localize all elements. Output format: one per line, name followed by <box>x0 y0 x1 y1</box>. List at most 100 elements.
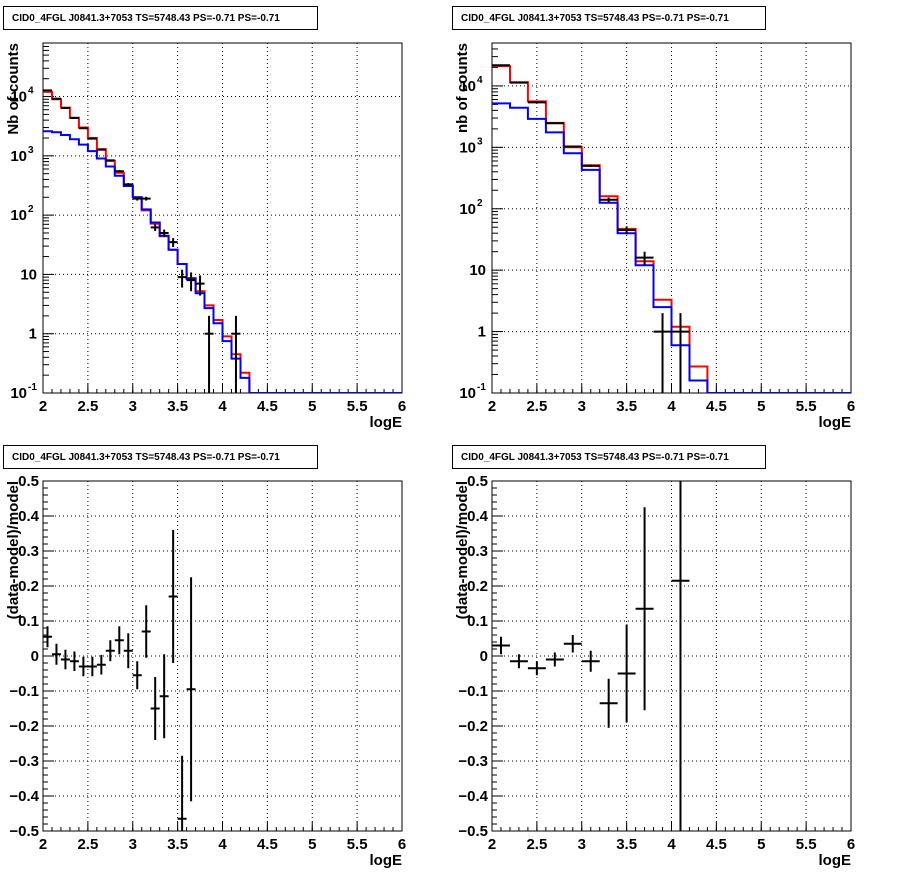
y-tick-label: 0 <box>480 648 488 665</box>
y-tick-label: 10 <box>459 385 476 402</box>
y-tick-label: 10 <box>459 201 476 218</box>
x-axis-label: logE <box>819 852 852 869</box>
x-tick-label: 4 <box>218 836 227 853</box>
y-tick-label: 10 <box>10 385 27 402</box>
x-tick-label: 6 <box>847 398 855 415</box>
x-axis-label: logE <box>370 414 403 431</box>
x-tick-label: 3.5 <box>616 398 637 415</box>
x-tick-label: 4.5 <box>706 398 727 415</box>
y-tick-label: 10 <box>459 139 476 156</box>
y-tick-label: 0.4 <box>467 508 489 525</box>
x-tick-label: 3 <box>129 398 137 415</box>
x-tick-label: 3 <box>578 836 586 853</box>
title-box-bottom-right: CID0_4FGL J0841.3+7053 TS=5748.43 PS=-0.… <box>452 445 766 469</box>
y-tick-label: 10 <box>10 148 27 165</box>
plot-area <box>43 89 402 393</box>
y-tick-exponent: 3 <box>28 145 34 156</box>
plot-frame <box>491 480 852 832</box>
y-tick-label: 0.2 <box>18 578 39 595</box>
x-tick-label: 3 <box>578 398 586 415</box>
y-tick-exponent: 2 <box>28 204 34 215</box>
y-axis-label: (data-model)/model <box>454 481 471 619</box>
x-tick-label: 2 <box>39 836 47 853</box>
y-tick-label: 0.3 <box>18 543 39 560</box>
x-tick-label: 4 <box>218 398 227 415</box>
x-tick-label: 2.5 <box>77 398 98 415</box>
x-tick-label: 2.5 <box>77 836 98 853</box>
y-axis-label: (data-model)/model <box>5 481 22 619</box>
y-tick-label: 0.3 <box>467 543 488 560</box>
y-axis-label: nb of counts <box>454 43 471 133</box>
x-tick-label: 5.5 <box>796 836 817 853</box>
x-tick-label: 5 <box>757 836 765 853</box>
y-tick-exponent: 3 <box>477 136 483 147</box>
plot-area <box>492 64 851 393</box>
x-tick-label: 3.5 <box>616 836 637 853</box>
x-tick-label: 5.5 <box>796 398 817 415</box>
x-tick-label: 6 <box>398 836 406 853</box>
y-tick-label: 0.1 <box>467 613 488 630</box>
y-tick-label: 10 <box>20 266 37 283</box>
y-tick-exponent: 4 <box>477 75 483 86</box>
y-tick-label: 0.2 <box>467 578 488 595</box>
y-tick-label: −0.5 <box>458 823 488 840</box>
histogram-series-1 <box>492 102 851 393</box>
plot-panel-3: 2 2.5 3 3.5 4 4.5 5 5.5 6 −0.5 −0.4 −0.3 −0.2 −0.1 0 0.… <box>454 473 855 869</box>
y-tick-label: −0.4 <box>458 788 488 805</box>
y-tick-label: −0.4 <box>9 788 39 805</box>
x-tick-label: 4.5 <box>257 836 278 853</box>
x-tick-label: 4 <box>667 398 676 415</box>
plot-area <box>43 530 196 831</box>
y-tick-label: 1 <box>478 324 486 341</box>
y-axis-label: Nb of counts <box>5 43 22 135</box>
plot-panel-2: 2 2.5 3 3.5 4 4.5 5 5.5 6 −0.5 −0.4 −0.3 −0.2 −0.1 0 0.… <box>5 473 406 869</box>
y-tick-label: −0.2 <box>458 718 488 735</box>
y-tick-label: 0.1 <box>18 613 39 630</box>
x-tick-label: 3.5 <box>167 398 188 415</box>
plot-area <box>492 481 690 831</box>
y-tick-label: −0.1 <box>458 683 488 700</box>
y-tick-exponent: 2 <box>477 198 483 209</box>
x-tick-label: 5 <box>308 398 316 415</box>
x-tick-label: 2.5 <box>526 836 547 853</box>
title-box-top-left: CID0_4FGL J0841.3+7053 TS=5748.43 PS=-0.… <box>3 6 318 30</box>
plot-frame <box>42 480 403 832</box>
title-box-bottom-left: CID0_4FGL J0841.3+7053 TS=5748.43 PS=-0.… <box>3 445 318 469</box>
x-tick-label: 6 <box>398 398 406 415</box>
x-axis-label: logE <box>819 414 852 431</box>
title-box-top-right: CID0_4FGL J0841.3+7053 TS=5748.43 PS=-0.… <box>452 6 766 30</box>
y-tick-label: −0.3 <box>9 753 39 770</box>
x-tick-label: 4.5 <box>257 398 278 415</box>
y-tick-label: 1 <box>29 326 37 343</box>
x-tick-label: 5.5 <box>347 398 368 415</box>
y-tick-label: 10 <box>10 207 27 224</box>
y-tick-label: 0 <box>31 648 39 665</box>
y-tick-label: 0.5 <box>18 473 39 490</box>
x-tick-label: 4.5 <box>706 836 727 853</box>
x-tick-label: 5.5 <box>347 836 368 853</box>
y-tick-exponent: 4 <box>28 86 34 97</box>
x-tick-label: 5 <box>757 398 765 415</box>
y-tick-label: −0.5 <box>9 823 39 840</box>
x-tick-label: 2 <box>488 398 496 415</box>
x-tick-label: 2 <box>39 398 47 415</box>
y-tick-label: 0.4 <box>18 508 40 525</box>
x-tick-label: 2.5 <box>526 398 547 415</box>
x-tick-label: 3 <box>129 836 137 853</box>
y-tick-label: −0.3 <box>458 753 488 770</box>
x-tick-label: 3.5 <box>167 836 188 853</box>
y-tick-label: 0.5 <box>467 473 488 490</box>
y-tick-label: 10 <box>469 262 486 279</box>
y-tick-label: 10 <box>10 89 27 106</box>
histogram-series-1 <box>43 130 402 393</box>
y-tick-label: −0.2 <box>9 718 39 735</box>
plot-frame <box>491 42 852 394</box>
y-tick-exponent: -1 <box>28 382 37 393</box>
y-tick-label: 10 <box>459 78 476 95</box>
x-tick-label: 6 <box>847 836 855 853</box>
y-tick-label: −0.1 <box>9 683 39 700</box>
